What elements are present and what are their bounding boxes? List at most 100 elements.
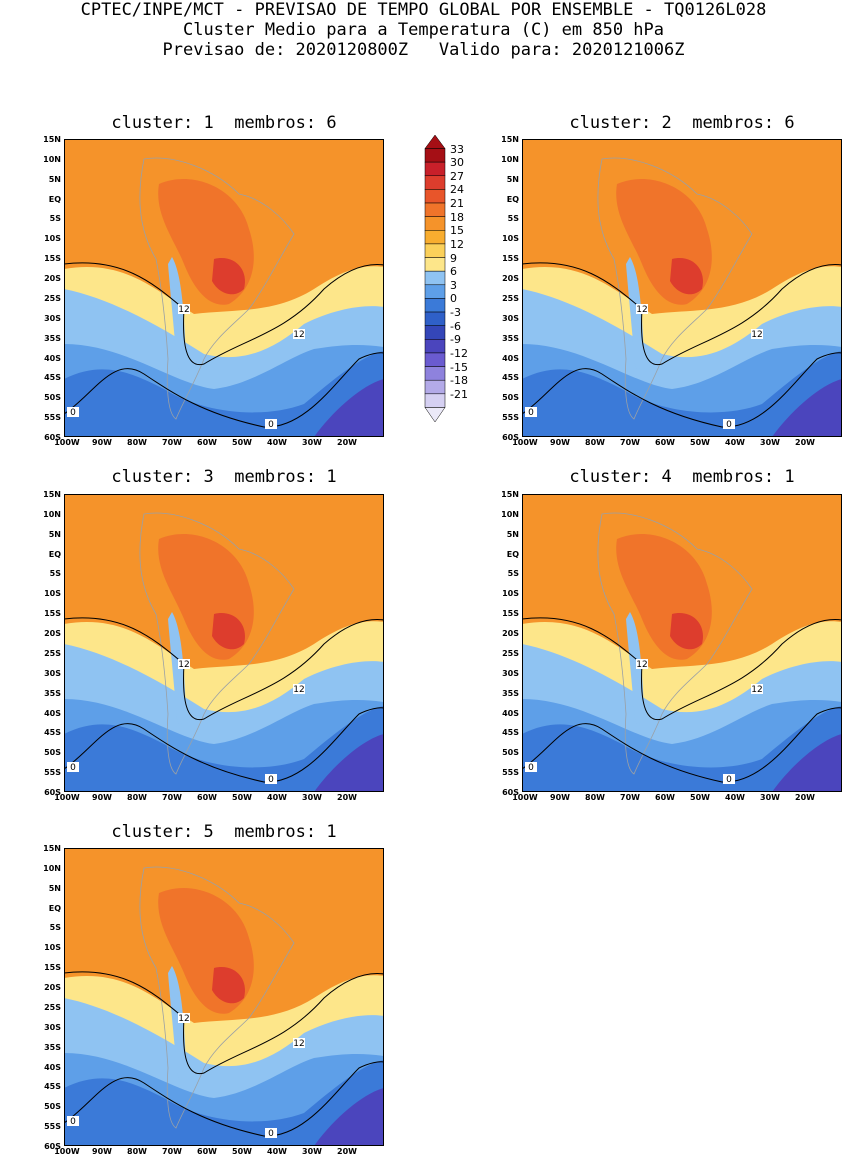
- lat-tick-label: 5N: [48, 529, 61, 539]
- temperature-field: 12 12 0 0: [64, 139, 384, 437]
- lat-tick-label: 50S: [44, 393, 61, 403]
- map-panel-4: 12 12 0 0: [522, 494, 842, 792]
- colorbar-label: 21: [450, 197, 464, 211]
- contour-label: 12: [293, 1038, 305, 1049]
- contour-label: 0: [67, 407, 79, 418]
- colorbar-swatch: [424, 161, 446, 177]
- lat-tick-label: 25S: [44, 1002, 61, 1012]
- colorbar-label: 18: [450, 210, 464, 224]
- contour-label: 0: [265, 419, 277, 430]
- lat-tick-label: 10N: [43, 154, 61, 164]
- temperature-field: 12 12 0 0: [64, 494, 384, 792]
- map-panel-5: 12 12 0 0: [64, 848, 384, 1146]
- lat-tick-label: 20S: [502, 629, 519, 639]
- lat-tick-label: 10S: [44, 589, 61, 599]
- colorbar-label: 0: [450, 292, 457, 306]
- coastline: [139, 157, 295, 420]
- contour-0: [64, 352, 384, 428]
- contour-label: 0: [67, 762, 79, 773]
- lon-tick-label: 60W: [197, 438, 217, 447]
- lat-tick-label: 60S: [502, 433, 519, 442]
- lon-tick-label: 90W: [550, 438, 570, 447]
- map-panel-1: 12 12 0 0: [64, 139, 384, 437]
- colorbar-label: -21: [450, 387, 468, 401]
- lat-tick-label: 10S: [44, 234, 61, 244]
- temp-band: [522, 351, 842, 437]
- contour-label: 12: [636, 304, 648, 315]
- lat-tick-label: 25S: [502, 293, 519, 303]
- contour-label: 0: [723, 419, 735, 430]
- hot-core: [670, 613, 703, 650]
- map-panel-2: 12 12 0 0: [522, 139, 842, 437]
- colorbar-top-arrow: [424, 134, 446, 149]
- lat-tick-label: 25S: [502, 648, 519, 658]
- temperature-field: 12 12 0 0: [522, 494, 842, 792]
- lon-tick-label: 70W: [162, 1147, 182, 1156]
- contour-label: 12: [178, 304, 190, 315]
- svg-text:0: 0: [726, 420, 732, 430]
- lat-tick-label: 10N: [43, 509, 61, 519]
- lat-tick-label: 5N: [506, 529, 519, 539]
- temperature-field: 12 12 0 0: [64, 848, 384, 1146]
- lat-tick-label: 5S: [507, 569, 519, 579]
- svg-text:12: 12: [293, 685, 304, 695]
- lat-tick-label: 20S: [44, 629, 61, 639]
- temp-band: [314, 379, 384, 437]
- lon-tick-label: 50W: [690, 793, 710, 802]
- lat-tick-label: 5N: [48, 174, 61, 184]
- colorbar-label: -12: [450, 346, 468, 360]
- lat-tick-label: 10S: [502, 234, 519, 244]
- lon-tick-label: 60W: [197, 1147, 217, 1156]
- svg-text:0: 0: [528, 763, 534, 773]
- lon-tick-label: 80W: [127, 1147, 147, 1156]
- lat-tick-label: 30S: [44, 313, 61, 323]
- contour-label: 12: [751, 329, 763, 340]
- contour-label: 0: [67, 1116, 79, 1127]
- lat-tick-label: EQ: [48, 549, 61, 559]
- lon-tick-label: 80W: [585, 438, 605, 447]
- contour-12: [522, 617, 842, 721]
- contour-label: 12: [178, 1013, 190, 1024]
- lon-tick-label: 40W: [267, 793, 287, 802]
- colorbar-swatch: [424, 298, 446, 313]
- contour-label: 0: [723, 774, 735, 785]
- lon-tick-label: 80W: [127, 793, 147, 802]
- colorbar-swatch: [424, 189, 446, 204]
- lat-tick-label: 20S: [44, 983, 61, 993]
- lat-tick-label: 35S: [502, 333, 519, 343]
- svg-text:0: 0: [70, 408, 76, 418]
- svg-text:12: 12: [751, 330, 762, 340]
- contour-label: 12: [178, 659, 190, 670]
- lat-tick-label: 50S: [502, 393, 519, 403]
- colorbar-swatch: [424, 216, 446, 231]
- lat-tick-label: 15S: [44, 609, 61, 619]
- lat-tick-label: 15S: [44, 254, 61, 264]
- lat-tick-label: 15N: [501, 490, 519, 499]
- lat-tick-label: 30S: [502, 668, 519, 678]
- lon-tick-label: 60W: [655, 793, 675, 802]
- lon-tick-label: 40W: [725, 793, 745, 802]
- contour-0: [522, 352, 842, 428]
- map-frame: [64, 848, 384, 1146]
- temp-band: [522, 706, 842, 792]
- lat-tick-label: 50S: [502, 748, 519, 758]
- lat-tick-label: 5N: [506, 174, 519, 184]
- svg-text:0: 0: [726, 775, 732, 785]
- panel-title-3: cluster: 3 membros: 1: [111, 467, 337, 487]
- colorbar-label: 15: [450, 224, 464, 238]
- svg-text:12: 12: [178, 1014, 189, 1024]
- map-frame: [522, 139, 842, 437]
- colorbar-swatch: [424, 243, 446, 258]
- andes-cold-strip: [626, 612, 644, 725]
- svg-text:0: 0: [528, 408, 534, 418]
- lat-tick-label: 45S: [44, 373, 61, 383]
- lat-tick-label: 25S: [44, 293, 61, 303]
- svg-text:12: 12: [178, 660, 189, 670]
- lat-tick-label: EQ: [48, 903, 61, 913]
- lat-tick-label: 35S: [44, 1042, 61, 1052]
- colorbar-label: 12: [450, 237, 464, 251]
- lat-tick-label: EQ: [48, 194, 61, 204]
- lat-tick-label: 35S: [502, 688, 519, 698]
- svg-text:0: 0: [268, 775, 274, 785]
- lat-tick-label: 15N: [43, 135, 61, 144]
